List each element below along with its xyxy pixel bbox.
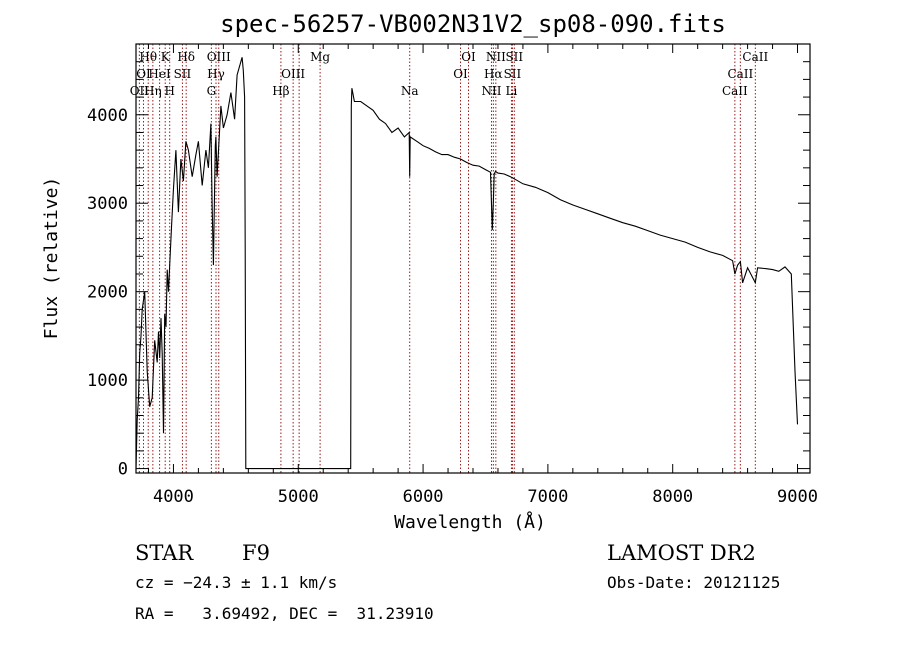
marker-label-1: OI bbox=[136, 67, 151, 81]
x-tick-label: 5000 bbox=[278, 487, 319, 507]
spectrum-series-line bbox=[135, 57, 799, 470]
marker-label-0: OII bbox=[130, 84, 150, 98]
x-tick-label: 4000 bbox=[153, 487, 194, 507]
marker-label-20: Hα bbox=[484, 67, 503, 81]
spectral-line-markers bbox=[138, 44, 756, 473]
y-tick-label: 3000 bbox=[87, 194, 128, 214]
y-tick-label: 4000 bbox=[87, 106, 128, 126]
marker-label-27: CaII bbox=[742, 50, 768, 64]
marker-label-19: NII bbox=[481, 84, 501, 98]
plot-frame bbox=[135, 43, 811, 474]
marker-label-7: SII bbox=[174, 67, 192, 81]
marker-label-22: Li bbox=[506, 84, 518, 98]
survey-name: LAMOST DR2 bbox=[607, 541, 756, 565]
y-axis-tick-labels: 0 1000 2000 3000 4000 bbox=[87, 106, 128, 480]
y-tick-label: 0 bbox=[118, 460, 128, 480]
marker-label-15: Mg bbox=[310, 50, 330, 64]
object-subclass: F9 bbox=[242, 541, 270, 565]
marker-label-13: OIII bbox=[281, 67, 305, 81]
object-class: STAR bbox=[135, 541, 194, 565]
x-axis-tick-labels: 4000 5000 6000 7000 8000 9000 bbox=[153, 487, 818, 507]
marker-label-10: Hγ bbox=[207, 67, 225, 81]
marker-label-17: OI bbox=[453, 67, 468, 81]
spectral-line-labels: OIIOIHθHηHeIKHSIIHδGHγOIIIHβOIIIMgNaOIOI… bbox=[130, 50, 769, 98]
x-axis-label: Wavelength (Å) bbox=[394, 511, 546, 533]
marker-label-4: HeI bbox=[148, 67, 171, 81]
marker-label-18: OI bbox=[461, 50, 476, 64]
y-axis-label: Flux (relative) bbox=[41, 177, 62, 340]
axis-ticks bbox=[136, 43, 810, 473]
marker-label-24: SII bbox=[505, 50, 523, 64]
marker-label-8: Hδ bbox=[177, 50, 195, 64]
observation-date: Obs-Date: 20121125 bbox=[607, 573, 780, 592]
marker-label-25: CaII bbox=[722, 84, 748, 98]
marker-label-9: G bbox=[207, 84, 217, 98]
y-tick-label: 1000 bbox=[87, 371, 128, 391]
coordinates: RA = 3.69492, DEC = 31.23910 bbox=[135, 604, 434, 623]
y-tick-label: 2000 bbox=[87, 283, 128, 303]
marker-label-26: CaII bbox=[727, 67, 753, 81]
x-tick-label: 6000 bbox=[403, 487, 444, 507]
marker-label-21: NII bbox=[486, 50, 506, 64]
marker-label-2: Hθ bbox=[139, 50, 157, 64]
x-tick-label: 9000 bbox=[777, 487, 818, 507]
redshift-cz: cz = −24.3 ± 1.1 km/s bbox=[135, 573, 337, 592]
marker-label-16: Na bbox=[401, 84, 419, 98]
marker-label-6: H bbox=[164, 84, 174, 98]
marker-label-11: OIII bbox=[207, 50, 231, 64]
x-tick-label: 7000 bbox=[527, 487, 568, 507]
marker-label-5: K bbox=[161, 50, 171, 64]
marker-label-12: Hβ bbox=[272, 84, 289, 98]
marker-label-23: SII bbox=[504, 67, 522, 81]
marker-label-3: Hη bbox=[144, 84, 162, 98]
x-tick-label: 8000 bbox=[652, 487, 693, 507]
chart-title: spec-56257-VB002N31V2_sp08-090.fits bbox=[220, 10, 726, 38]
